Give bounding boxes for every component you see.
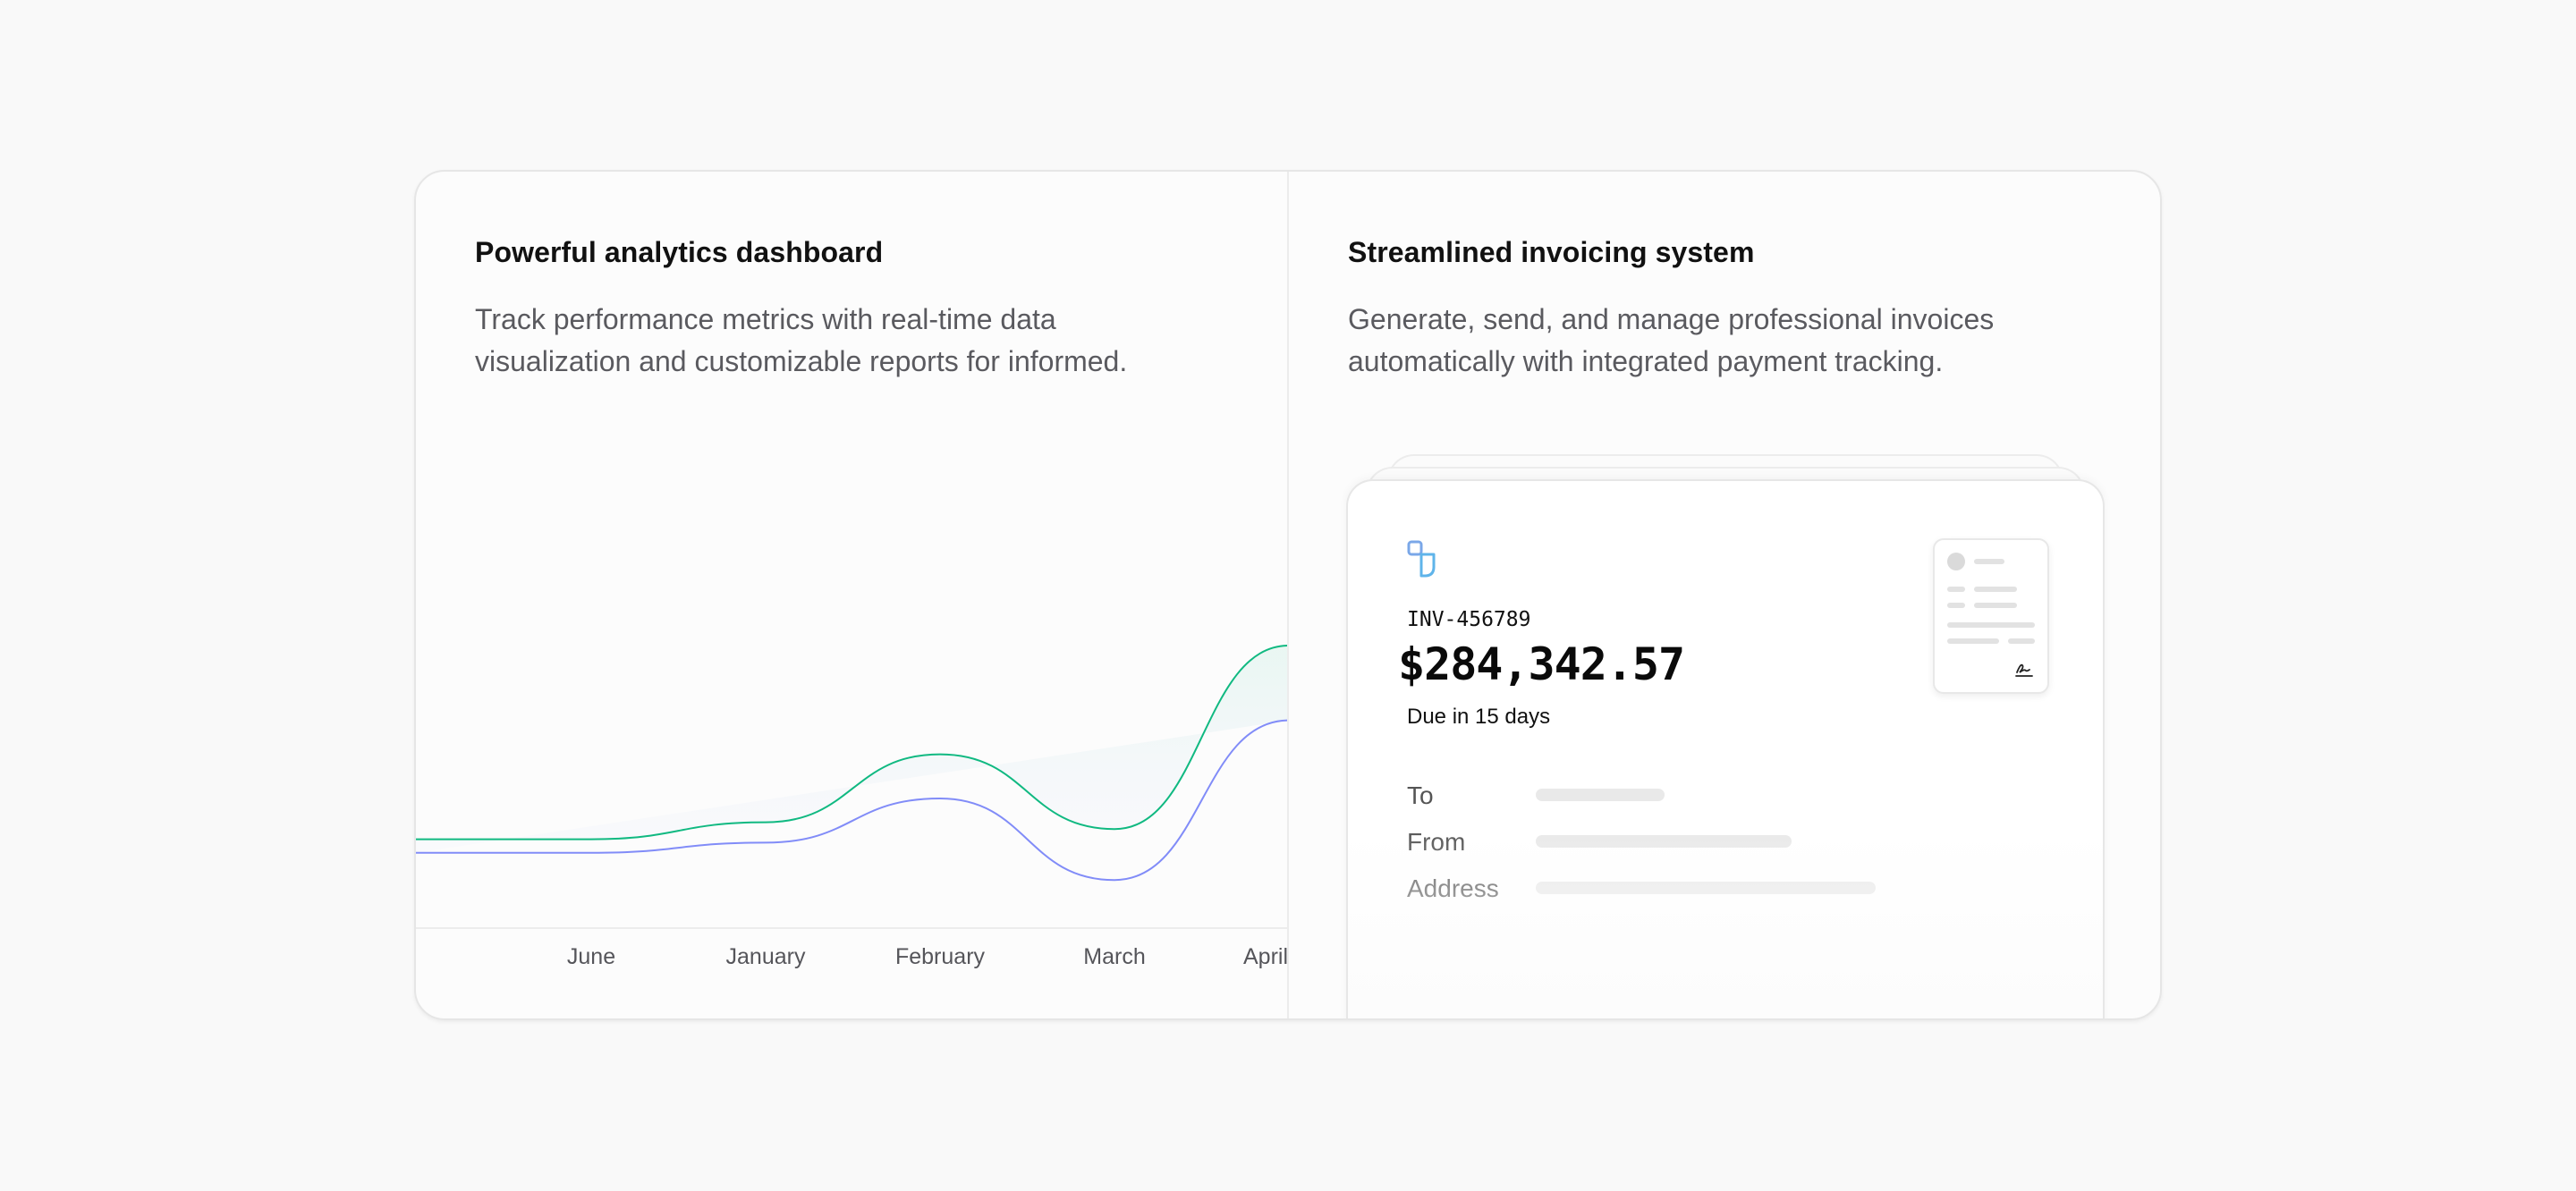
thumbnail-avatar-dot xyxy=(1947,553,1965,570)
thumbnail-line xyxy=(1947,622,2035,628)
x-tick-label: February xyxy=(894,944,986,969)
invoicing-panel: Streamlined invoicing system Generate, s… xyxy=(1289,172,2160,1018)
feature-card: Powerful analytics dashboard Track perfo… xyxy=(414,170,2162,1020)
series-line-2 xyxy=(416,719,1287,882)
analytics-description: Track performance metrics with real-time… xyxy=(475,303,1128,377)
thumbnail-line xyxy=(1947,638,1999,644)
signature-icon xyxy=(2015,663,2033,677)
x-tick-label: April xyxy=(1242,944,1289,969)
x-tick-label: June xyxy=(566,944,616,969)
invoice-document-thumbnail[interactable] xyxy=(1933,538,2049,694)
thumbnail-line xyxy=(1947,603,1965,608)
invoice-from-placeholder xyxy=(1536,835,1792,848)
analytics-line-chart xyxy=(416,645,1287,929)
invoice-to-label: To xyxy=(1407,781,1434,809)
invoice-to-placeholder xyxy=(1536,789,1665,801)
panel-divider xyxy=(1287,172,1289,1018)
invoice-card[interactable]: INV-456789 $284,342.57 Due in 15 days To… xyxy=(1346,479,2105,1018)
thumbnail-line xyxy=(1974,559,2004,564)
x-tick-label: January xyxy=(725,944,806,969)
x-tick-label: March xyxy=(1083,944,1146,969)
thumbnail-line xyxy=(1974,587,2017,592)
invoice-due-date: Due in 15 days xyxy=(1407,705,1551,729)
invoice-fade-overlay xyxy=(1348,828,2103,1018)
thumbnail-line xyxy=(1974,603,2017,608)
invoice-from-label: From xyxy=(1407,828,1466,856)
thumbnail-line xyxy=(1947,587,1965,592)
invoice-address-placeholder xyxy=(1536,882,1876,894)
analytics-title: Powerful analytics dashboard xyxy=(475,236,884,268)
thumbnail-line xyxy=(2008,638,2035,644)
analytics-panel: Powerful analytics dashboard Track perfo… xyxy=(416,172,1289,1018)
invoicing-description: Generate, send, and manage professional … xyxy=(1348,303,1995,377)
invoice-address-label: Address xyxy=(1407,874,1499,902)
invoicing-title: Streamlined invoicing system xyxy=(1348,236,1755,268)
invoice-amount: $284,342.57 xyxy=(1398,638,1685,690)
series-band-area xyxy=(416,646,1287,853)
invoice-number: INV-456789 xyxy=(1407,608,1531,631)
logo-icon xyxy=(1407,540,1436,578)
series-line-1 xyxy=(416,645,1287,840)
